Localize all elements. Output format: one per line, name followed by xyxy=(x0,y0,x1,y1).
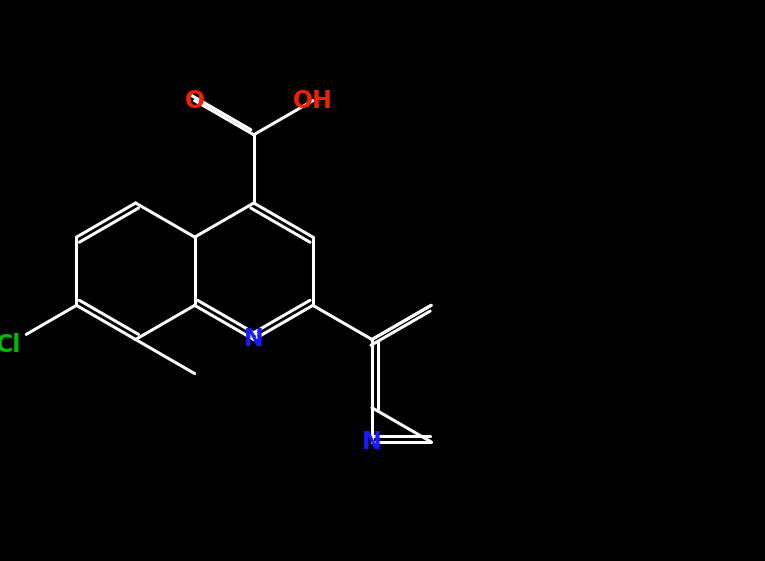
Text: N: N xyxy=(244,328,264,352)
Text: Cl: Cl xyxy=(0,333,21,357)
Text: O: O xyxy=(184,89,205,113)
Text: N: N xyxy=(362,430,382,454)
Text: OH: OH xyxy=(293,89,333,113)
